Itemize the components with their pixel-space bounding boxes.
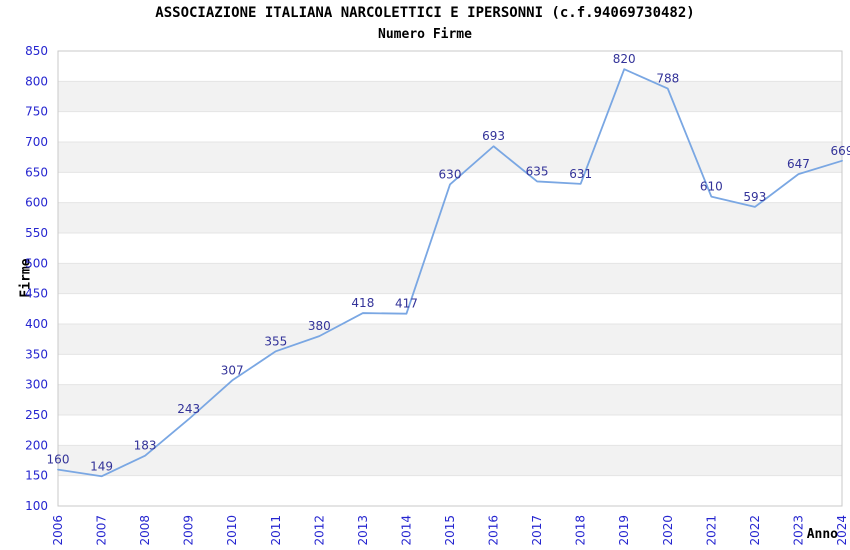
plot-band — [58, 263, 842, 294]
data-point-label: 355 — [264, 334, 287, 348]
x-tick-label: 2020 — [661, 515, 675, 546]
chart-title: ASSOCIAZIONE ITALIANA NARCOLETTICI E IPE… — [155, 5, 695, 21]
plot-band — [58, 172, 842, 203]
y-tick-label: 700 — [25, 135, 48, 149]
plot-band — [58, 142, 842, 173]
x-tick-label: 2017 — [530, 515, 544, 546]
y-tick-label: 150 — [25, 469, 48, 483]
x-tick-label: 2014 — [399, 515, 413, 546]
data-point-label: 631 — [569, 167, 592, 181]
y-tick-label: 250 — [25, 408, 48, 422]
data-point-label: 669 — [831, 144, 850, 158]
chart-subtitle: Numero Firme — [378, 27, 472, 42]
series-line — [57, 68, 843, 478]
data-point-label: 149 — [90, 459, 113, 473]
x-tick-label: 2024 — [835, 515, 849, 546]
plot-band — [58, 51, 842, 82]
y-tick-label: 750 — [25, 105, 48, 119]
x-tick-label: 2012 — [312, 515, 326, 546]
y-tick-label: 850 — [25, 44, 48, 58]
x-tick-label: 2022 — [748, 515, 762, 546]
data-point-label: 418 — [351, 296, 374, 310]
x-axis-title: Anno — [806, 527, 838, 542]
plot-band — [58, 324, 842, 355]
y-tick-label: 200 — [25, 438, 48, 452]
plot-band — [58, 384, 842, 415]
x-tick-label: 2008 — [138, 515, 152, 546]
y-tick-label: 800 — [25, 74, 48, 88]
x-tick-label: 2007 — [95, 515, 109, 546]
plot-band — [58, 445, 842, 476]
data-point-label: 647 — [787, 157, 810, 171]
plot-band — [58, 475, 842, 506]
x-tick-label: 2010 — [225, 515, 239, 546]
data-point-label: 307 — [221, 363, 244, 377]
data-point-label: 693 — [482, 129, 505, 143]
plot-band — [58, 233, 842, 264]
data-point-label: 610 — [700, 180, 723, 194]
x-tick-label: 2011 — [269, 515, 283, 546]
data-point-label: 635 — [526, 164, 549, 178]
y-tick-label: 600 — [25, 196, 48, 210]
data-point-label: 243 — [177, 402, 200, 416]
x-tick-label: 2009 — [182, 515, 196, 546]
x-tick-label: 2019 — [617, 515, 631, 546]
data-point-label: 630 — [439, 167, 462, 181]
y-tick-label: 300 — [25, 378, 48, 392]
x-tick-label: 2021 — [704, 515, 718, 546]
x-tick-label: 2006 — [51, 515, 65, 546]
data-point-label: 417 — [395, 297, 418, 311]
plot-band — [58, 111, 842, 142]
x-tick-label: 2015 — [443, 515, 457, 546]
y-tick-label: 350 — [25, 347, 48, 361]
plot-band — [58, 202, 842, 233]
plot-band — [58, 81, 842, 112]
data-point-label: 788 — [656, 72, 679, 86]
data-point-label: 820 — [613, 52, 636, 66]
data-point-label: 380 — [308, 319, 331, 333]
y-tick-label: 450 — [25, 287, 48, 301]
y-tick-label: 100 — [25, 499, 48, 513]
x-tick-label: 2016 — [487, 515, 501, 546]
plot-band — [58, 293, 842, 324]
data-point-label: 593 — [743, 190, 766, 204]
data-point-label: 183 — [134, 439, 157, 453]
x-tick-label: 2018 — [574, 515, 588, 546]
x-tick-label: 2023 — [791, 515, 805, 546]
x-tick-label: 2013 — [356, 515, 370, 546]
data-point-label: 160 — [47, 453, 70, 467]
y-tick-label: 500 — [25, 256, 48, 270]
y-tick-label: 650 — [25, 165, 48, 179]
y-tick-label: 550 — [25, 226, 48, 240]
y-tick-label: 400 — [25, 317, 48, 331]
plot-band — [58, 354, 842, 385]
plot-border — [57, 50, 843, 507]
